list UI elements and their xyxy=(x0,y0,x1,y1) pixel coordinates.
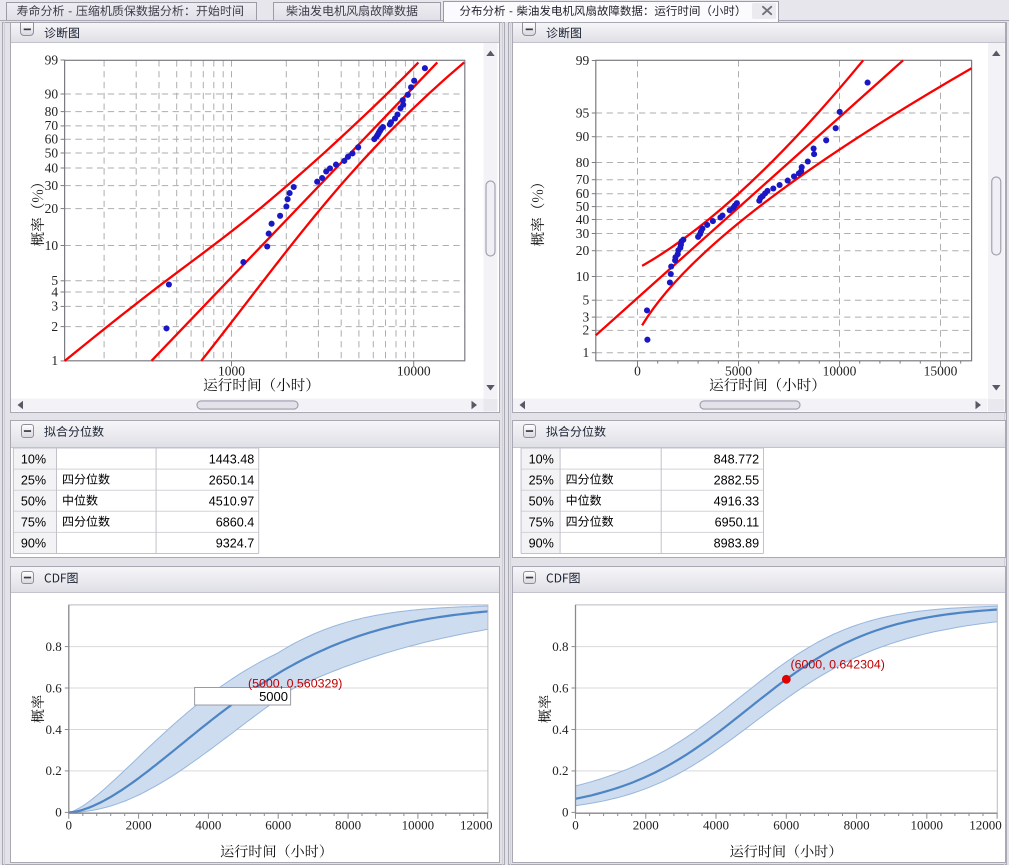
svg-text:10: 10 xyxy=(45,238,59,253)
svg-text:3: 3 xyxy=(51,299,58,314)
svg-text:50: 50 xyxy=(576,199,590,214)
svg-text:(6000, 0.642304): (6000, 0.642304) xyxy=(791,658,885,672)
svg-text:40: 40 xyxy=(576,212,590,227)
svg-text:60: 60 xyxy=(45,132,59,147)
svg-text:10000: 10000 xyxy=(397,363,431,378)
svg-text:95: 95 xyxy=(576,105,590,120)
svg-text:0.4: 0.4 xyxy=(46,722,63,737)
svg-text:8000: 8000 xyxy=(844,818,870,833)
svg-text:(5000, 0.560329): (5000, 0.560329) xyxy=(248,676,342,690)
svg-text:40: 40 xyxy=(45,160,59,175)
svg-text:0.6: 0.6 xyxy=(552,680,569,695)
svg-text:90%: 90% xyxy=(529,537,554,551)
svg-text:2882.55: 2882.55 xyxy=(714,473,760,487)
svg-text:6860.4: 6860.4 xyxy=(216,516,255,530)
svg-text:99: 99 xyxy=(576,53,590,68)
svg-text:30: 30 xyxy=(576,226,590,241)
svg-text:6000: 6000 xyxy=(773,818,799,833)
svg-text:30: 30 xyxy=(45,178,59,193)
svg-text:10: 10 xyxy=(576,269,590,284)
svg-text:2: 2 xyxy=(51,319,58,334)
svg-text:4916.33: 4916.33 xyxy=(714,495,760,509)
svg-text:60: 60 xyxy=(576,186,590,201)
svg-text:75%: 75% xyxy=(21,516,46,530)
svg-text:70: 70 xyxy=(45,118,59,133)
svg-text:0: 0 xyxy=(634,363,641,378)
svg-text:90: 90 xyxy=(576,129,590,144)
svg-text:90%: 90% xyxy=(21,537,46,551)
svg-text:0.2: 0.2 xyxy=(552,763,568,778)
svg-text:25%: 25% xyxy=(21,473,46,487)
svg-text:50%: 50% xyxy=(21,495,46,509)
svg-text:99: 99 xyxy=(45,52,59,67)
svg-text:5000: 5000 xyxy=(259,689,288,704)
svg-text:5: 5 xyxy=(51,273,58,288)
svg-text:1: 1 xyxy=(51,353,58,368)
svg-text:20: 20 xyxy=(576,243,590,258)
svg-text:80: 80 xyxy=(576,155,590,170)
svg-text:6000: 6000 xyxy=(265,818,291,833)
svg-text:4000: 4000 xyxy=(703,818,729,833)
svg-text:10000: 10000 xyxy=(911,818,944,833)
svg-text:2650.14: 2650.14 xyxy=(209,473,255,487)
svg-text:2000: 2000 xyxy=(633,818,659,833)
svg-text:70: 70 xyxy=(576,172,590,187)
svg-text:1: 1 xyxy=(583,345,590,360)
svg-text:50: 50 xyxy=(45,145,59,160)
svg-text:10000: 10000 xyxy=(823,363,857,378)
svg-text:1443.48: 1443.48 xyxy=(209,452,255,466)
svg-text:8000: 8000 xyxy=(335,818,361,833)
svg-text:848.772: 848.772 xyxy=(714,452,760,466)
svg-text:5: 5 xyxy=(583,293,590,308)
svg-text:0.6: 0.6 xyxy=(46,680,63,695)
svg-text:0: 0 xyxy=(66,818,73,833)
svg-text:10%: 10% xyxy=(529,452,554,466)
svg-text:0: 0 xyxy=(572,818,579,833)
svg-text:5000: 5000 xyxy=(725,363,752,378)
svg-text:10000: 10000 xyxy=(402,818,435,833)
svg-text:50%: 50% xyxy=(529,495,554,509)
svg-text:4510.97: 4510.97 xyxy=(209,495,255,509)
svg-text:0: 0 xyxy=(562,805,569,820)
svg-text:10%: 10% xyxy=(21,452,46,466)
svg-text:12000: 12000 xyxy=(969,818,1002,833)
svg-text:80: 80 xyxy=(45,104,59,119)
svg-text:15000: 15000 xyxy=(924,363,958,378)
svg-text:12000: 12000 xyxy=(460,818,493,833)
svg-text:0.2: 0.2 xyxy=(46,763,62,778)
svg-text:4: 4 xyxy=(51,284,58,299)
svg-text:75%: 75% xyxy=(529,516,554,530)
svg-text:0.4: 0.4 xyxy=(552,722,569,737)
svg-text:9324.7: 9324.7 xyxy=(216,537,255,551)
svg-text:25%: 25% xyxy=(529,473,554,487)
svg-text:0.8: 0.8 xyxy=(552,639,568,654)
svg-text:0: 0 xyxy=(55,805,62,820)
svg-text:4000: 4000 xyxy=(195,818,221,833)
svg-text:0.8: 0.8 xyxy=(46,639,62,654)
svg-text:6950.11: 6950.11 xyxy=(715,516,760,530)
svg-text:2000: 2000 xyxy=(126,818,152,833)
svg-text:2: 2 xyxy=(583,323,590,338)
svg-text:90: 90 xyxy=(45,86,59,101)
svg-text:1000: 1000 xyxy=(218,363,245,378)
svg-text:20: 20 xyxy=(45,201,59,216)
svg-text:8983.89: 8983.89 xyxy=(714,537,760,551)
svg-text:3: 3 xyxy=(583,309,590,324)
